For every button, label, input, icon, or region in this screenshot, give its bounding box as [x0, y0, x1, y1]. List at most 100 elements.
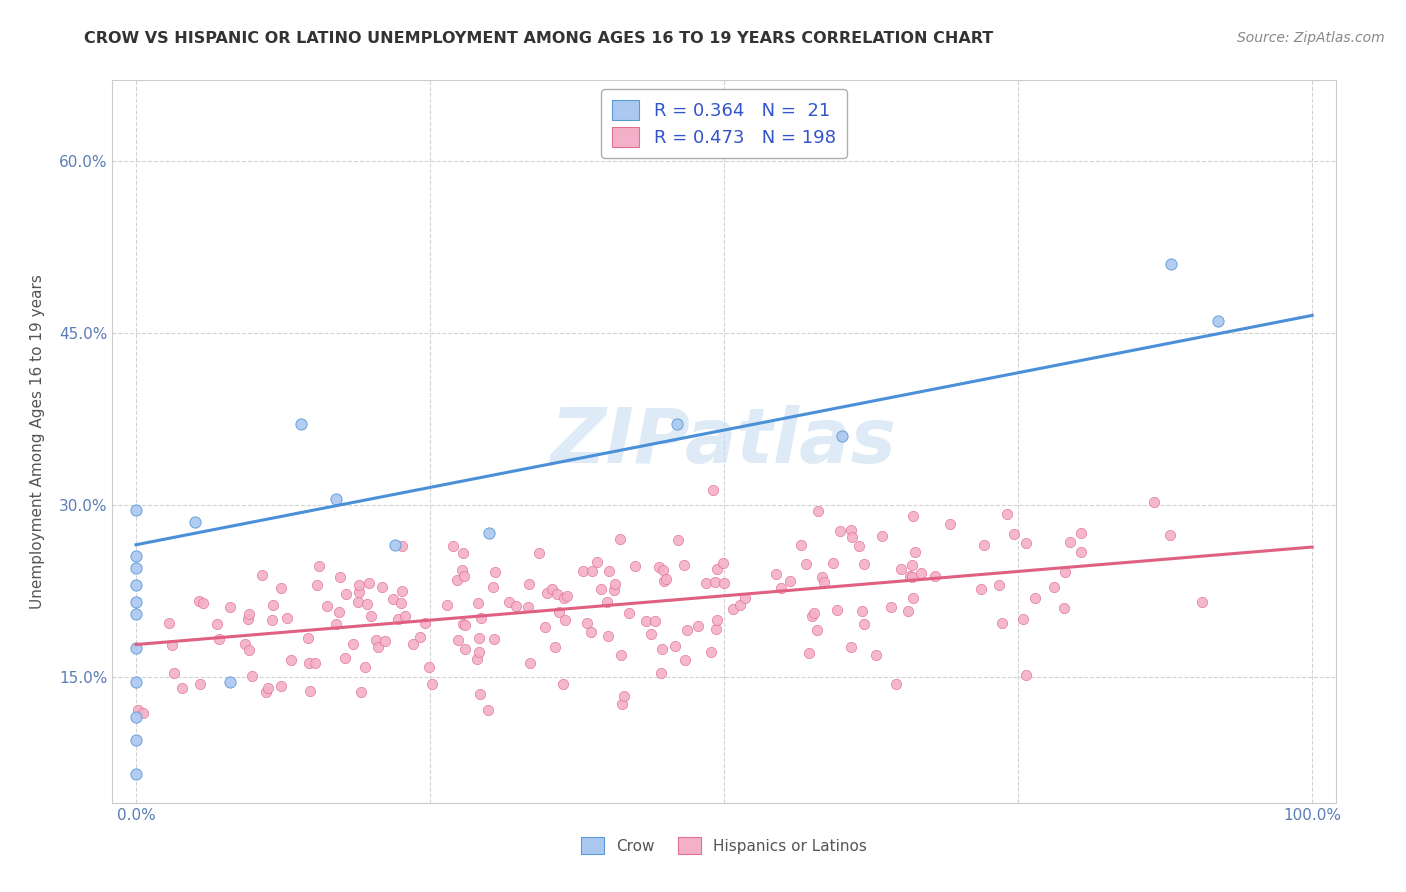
Point [505, 599, 527, 614]
Point [184, 515, 207, 529]
Point [901, 570, 924, 584]
Point [598, 629, 620, 643]
Point [673, 653, 696, 667]
Point [307, 578, 329, 592]
Point [839, 640, 862, 655]
Point [598, 565, 620, 579]
Point [939, 516, 962, 531]
Point [157, 615, 180, 630]
Point [813, 575, 835, 590]
Point [325, 491, 347, 506]
Point [125, 732, 148, 747]
Point [366, 633, 388, 648]
Point [605, 577, 627, 591]
Legend: Crow, Hispanics or Latinos: Crow, Hispanics or Latinos [575, 831, 873, 860]
Point [1012, 612, 1035, 626]
Point [1143, 495, 1166, 509]
Point [589, 582, 612, 596]
Point [711, 556, 734, 570]
Point [610, 648, 633, 662]
Point [901, 591, 924, 605]
Point [1191, 594, 1213, 608]
Point [880, 599, 903, 614]
Point [125, 675, 148, 690]
Point [446, 573, 468, 587]
Point [420, 677, 443, 691]
Point [233, 637, 256, 651]
Point [1070, 526, 1092, 541]
Point [1024, 591, 1046, 606]
Point [205, 617, 228, 632]
Point [551, 676, 574, 690]
Point [219, 599, 242, 614]
Point [453, 618, 475, 632]
Point [706, 613, 728, 627]
Point [995, 507, 1018, 521]
Point [360, 608, 382, 623]
Y-axis label: Unemployment Among Ages 16 to 19 years: Unemployment Among Ages 16 to 19 years [31, 274, 45, 609]
Point [644, 615, 666, 629]
Point [328, 606, 350, 620]
Point [260, 613, 283, 627]
Point [841, 530, 863, 544]
Point [519, 656, 541, 670]
Point [384, 538, 406, 552]
Point [517, 577, 540, 591]
Point [125, 578, 148, 592]
Point [270, 679, 292, 693]
Point [704, 623, 727, 637]
Point [831, 429, 853, 443]
Point [409, 630, 432, 644]
Point [794, 557, 817, 571]
Point [664, 640, 686, 654]
Point [1070, 545, 1092, 559]
Point [870, 529, 893, 543]
Point [797, 646, 820, 660]
Point [1002, 526, 1025, 541]
Point [666, 417, 689, 432]
Point [540, 582, 562, 596]
Point [800, 608, 823, 623]
Point [688, 619, 710, 633]
Point [470, 611, 492, 625]
Point [544, 640, 567, 654]
Point [441, 539, 464, 553]
Point [973, 538, 995, 552]
Point [125, 595, 148, 609]
Point [695, 576, 717, 591]
Point [851, 604, 873, 618]
Point [382, 591, 405, 606]
Point [297, 632, 319, 646]
Point [924, 569, 946, 583]
Point [191, 597, 214, 611]
Point [675, 624, 697, 638]
Point [276, 610, 298, 624]
Point [546, 587, 568, 601]
Point [162, 638, 184, 652]
Point [454, 642, 477, 657]
Text: Source: ZipAtlas.com: Source: ZipAtlas.com [1237, 31, 1385, 45]
Point [554, 613, 576, 627]
Point [609, 533, 631, 547]
Point [418, 660, 440, 674]
Point [901, 558, 924, 573]
Point [769, 582, 792, 596]
Point [650, 665, 672, 680]
Point [257, 681, 280, 695]
Point [884, 677, 907, 691]
Point [484, 565, 506, 579]
Point [581, 565, 603, 579]
Point [374, 634, 396, 648]
Point [482, 632, 505, 646]
Point [208, 632, 231, 646]
Point [238, 607, 260, 622]
Point [706, 561, 728, 575]
Point [848, 539, 870, 553]
Point [127, 703, 149, 717]
Point [898, 569, 921, 583]
Point [298, 684, 321, 698]
Point [477, 703, 499, 717]
Point [188, 677, 211, 691]
Point [890, 562, 912, 576]
Point [648, 560, 671, 574]
